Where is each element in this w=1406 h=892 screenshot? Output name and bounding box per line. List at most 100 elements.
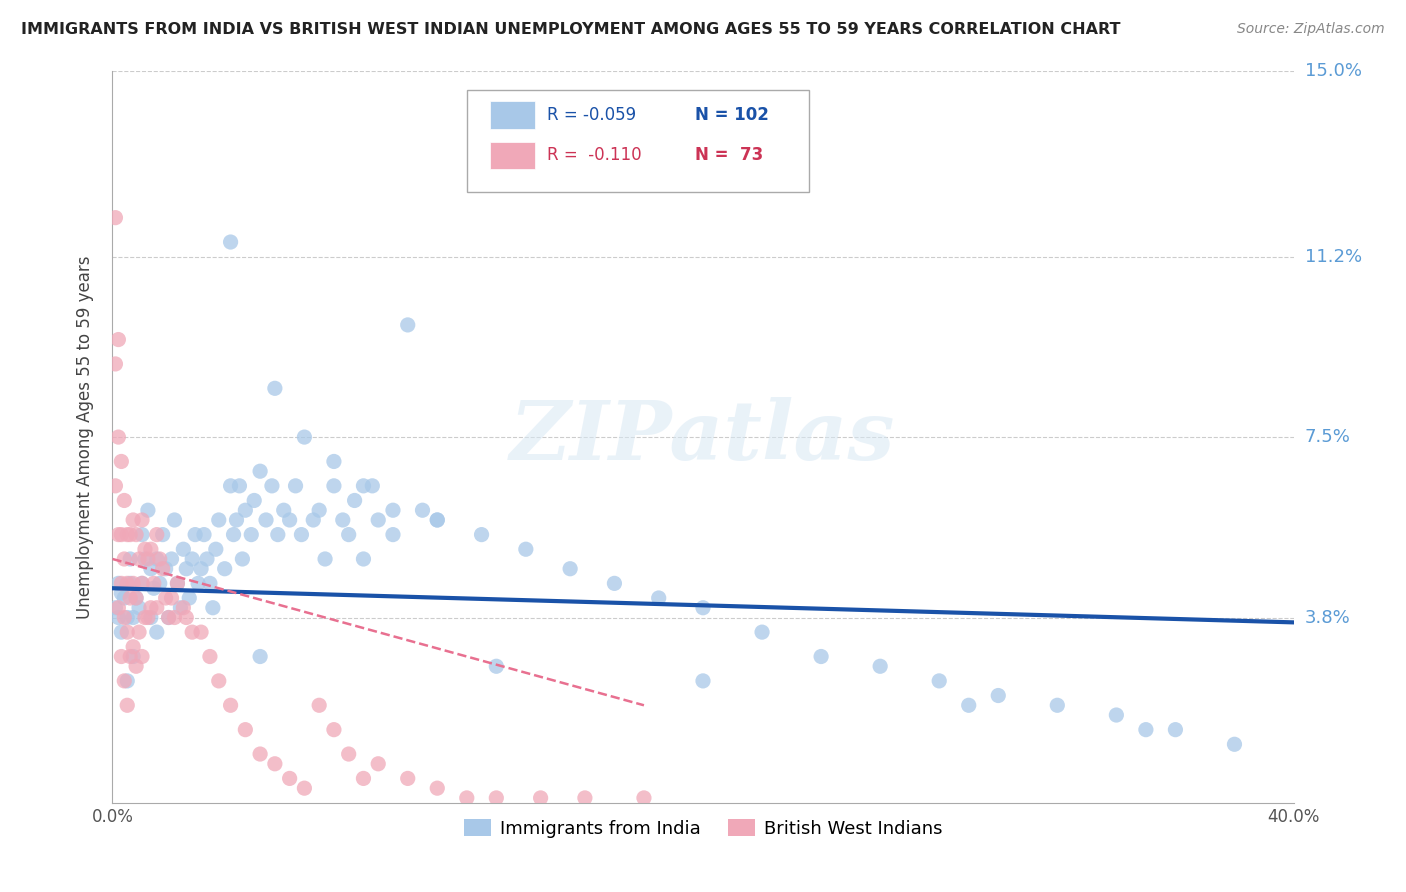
Point bbox=[382, 503, 405, 517]
Point bbox=[243, 493, 266, 508]
Point bbox=[485, 791, 508, 805]
Point bbox=[184, 527, 207, 541]
Point bbox=[352, 772, 374, 786]
Point bbox=[149, 552, 172, 566]
Point bbox=[308, 503, 330, 517]
Point bbox=[1046, 698, 1069, 713]
Point bbox=[112, 610, 135, 624]
Point bbox=[157, 610, 180, 624]
Point bbox=[110, 586, 132, 600]
Point bbox=[139, 600, 162, 615]
Point bbox=[104, 600, 127, 615]
Point bbox=[136, 503, 159, 517]
Point bbox=[470, 527, 494, 541]
Text: 3.8%: 3.8% bbox=[1305, 608, 1350, 626]
Point bbox=[152, 527, 174, 541]
Point bbox=[284, 479, 307, 493]
Point bbox=[155, 591, 177, 605]
Point bbox=[323, 479, 346, 493]
Point bbox=[323, 723, 346, 737]
Point bbox=[367, 513, 389, 527]
Point bbox=[149, 576, 172, 591]
Point bbox=[225, 513, 247, 527]
Point bbox=[125, 591, 148, 605]
Point bbox=[249, 649, 271, 664]
Point bbox=[104, 211, 127, 225]
Point bbox=[187, 576, 209, 591]
Point bbox=[426, 513, 449, 527]
Point bbox=[163, 513, 186, 527]
Point bbox=[529, 791, 551, 805]
Point bbox=[166, 576, 188, 591]
Point bbox=[128, 552, 150, 566]
Point bbox=[139, 562, 162, 576]
Point bbox=[222, 527, 245, 541]
Point bbox=[633, 791, 655, 805]
Point bbox=[110, 454, 132, 468]
Point bbox=[290, 527, 312, 541]
Point bbox=[131, 649, 153, 664]
Point bbox=[233, 723, 256, 737]
Point bbox=[201, 600, 224, 615]
Point bbox=[174, 562, 197, 576]
Point bbox=[558, 562, 582, 576]
Bar bbox=[491, 102, 536, 129]
Point bbox=[125, 591, 148, 605]
Y-axis label: Unemployment Among Ages 55 to 59 years: Unemployment Among Ages 55 to 59 years bbox=[76, 255, 94, 619]
Point bbox=[107, 527, 129, 541]
Point bbox=[367, 756, 389, 771]
Point bbox=[411, 503, 433, 517]
Point bbox=[219, 235, 242, 249]
Point bbox=[214, 562, 236, 576]
Point bbox=[190, 562, 212, 576]
Point bbox=[139, 610, 162, 624]
Point bbox=[1105, 708, 1128, 723]
Point bbox=[181, 552, 204, 566]
Point bbox=[249, 464, 271, 478]
Point bbox=[361, 479, 384, 493]
Point bbox=[174, 610, 197, 624]
Point bbox=[160, 591, 183, 605]
Point bbox=[352, 479, 374, 493]
Point bbox=[751, 625, 773, 640]
Point bbox=[231, 552, 253, 566]
Point bbox=[928, 673, 950, 688]
Text: R =  -0.110: R = -0.110 bbox=[547, 146, 641, 164]
Point bbox=[456, 791, 478, 805]
Point bbox=[163, 610, 186, 624]
Point bbox=[278, 513, 301, 527]
Point bbox=[228, 479, 250, 493]
Point bbox=[131, 576, 153, 591]
Point bbox=[146, 600, 169, 615]
Point bbox=[264, 381, 287, 395]
Point bbox=[117, 527, 138, 541]
Point bbox=[240, 527, 263, 541]
Point bbox=[314, 552, 336, 566]
Text: 11.2%: 11.2% bbox=[1305, 248, 1362, 266]
Point bbox=[142, 576, 165, 591]
Point bbox=[337, 747, 360, 761]
Point bbox=[323, 454, 346, 468]
Point bbox=[219, 698, 242, 713]
Point bbox=[260, 479, 283, 493]
Point bbox=[112, 552, 135, 566]
Point bbox=[1135, 723, 1157, 737]
Point bbox=[515, 542, 537, 557]
Point bbox=[254, 513, 277, 527]
Point bbox=[152, 562, 174, 576]
Point bbox=[382, 527, 405, 541]
Point bbox=[308, 698, 330, 713]
Point bbox=[104, 357, 127, 371]
Point bbox=[120, 649, 142, 664]
Point bbox=[122, 610, 145, 624]
Point bbox=[104, 479, 127, 493]
Text: 7.5%: 7.5% bbox=[1305, 428, 1351, 446]
Point bbox=[120, 576, 142, 591]
Point bbox=[172, 542, 194, 557]
Legend: Immigrants from India, British West Indians: Immigrants from India, British West Indi… bbox=[457, 813, 949, 845]
Point bbox=[146, 625, 169, 640]
Point bbox=[166, 576, 188, 591]
Point bbox=[647, 591, 671, 605]
Point bbox=[110, 576, 132, 591]
Point bbox=[396, 318, 419, 332]
